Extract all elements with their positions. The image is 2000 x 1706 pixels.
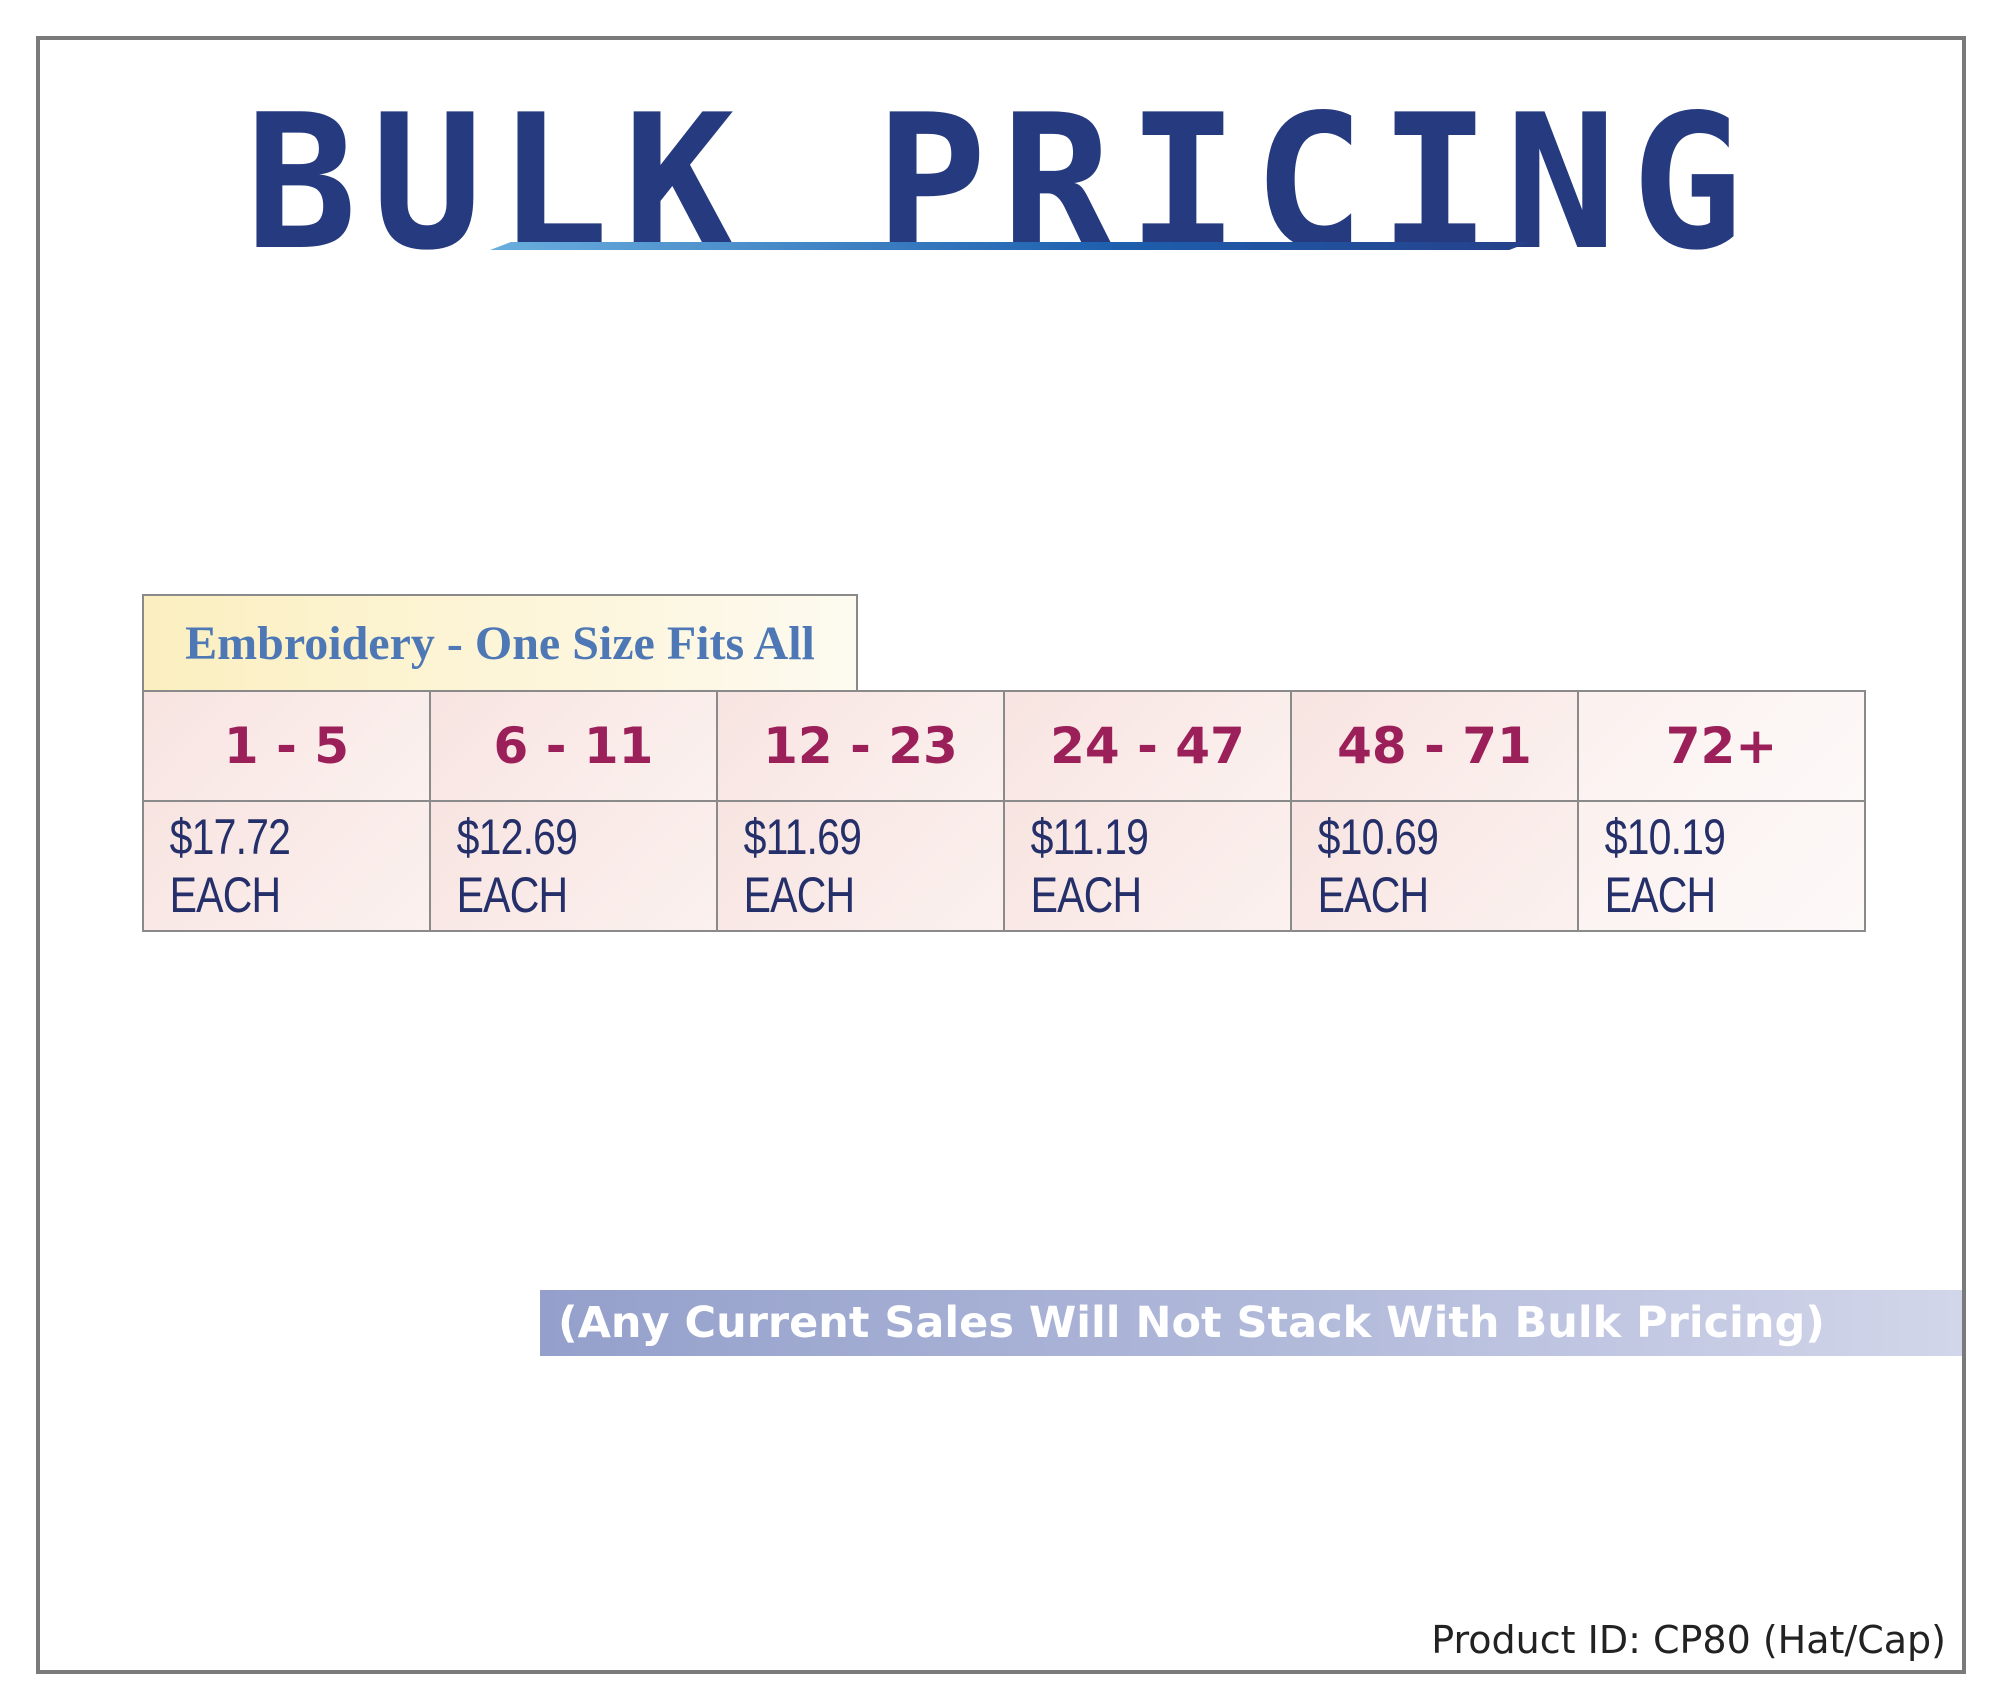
tier-price-4: $11.19 EACH <box>1030 809 1149 923</box>
tier-quantity-3: 12 - 23 <box>718 692 1005 802</box>
title-underline <box>490 242 1530 250</box>
tier-price-5-cell: $10.69 EACH <box>1292 802 1579 932</box>
tier-price-4-cell: $11.19 EACH <box>1005 802 1292 932</box>
page-frame: BULK PRICING Embroidery - One Size Fits … <box>36 36 1966 1674</box>
tier-quantity-4: 24 - 47 <box>1005 692 1292 802</box>
product-id: Product ID: CP80 (Hat/Cap) <box>1431 1618 1946 1662</box>
tier-price-6-cell: $10.19 EACH <box>1579 802 1866 932</box>
tier-price-5: $10.69 EACH <box>1317 809 1439 923</box>
tier-price-1: $17.72 EACH <box>169 809 291 923</box>
tier-price-3: $11.69 EACH <box>743 809 862 923</box>
tier-price-1-cell: $17.72 EACH <box>144 802 431 932</box>
table-caption: Embroidery - One Size Fits All <box>142 594 858 690</box>
tier-quantity-2: 6 - 11 <box>431 692 718 802</box>
tier-price-6: $10.19 EACH <box>1604 809 1726 923</box>
price-table: 1 - 5 6 - 11 12 - 23 24 - 47 48 - 71 72+… <box>142 690 1866 932</box>
tier-price-2-cell: $12.69 EACH <box>431 802 718 932</box>
tier-price-3-cell: $11.69 EACH <box>718 802 1005 932</box>
tier-price-2: $12.69 EACH <box>456 809 578 923</box>
tier-quantity-6: 72+ <box>1579 692 1866 802</box>
tier-quantity-5: 48 - 71 <box>1292 692 1579 802</box>
sales-notice-banner: (Any Current Sales Will Not Stack With B… <box>540 1290 1962 1356</box>
tier-quantity-1: 1 - 5 <box>144 692 431 802</box>
